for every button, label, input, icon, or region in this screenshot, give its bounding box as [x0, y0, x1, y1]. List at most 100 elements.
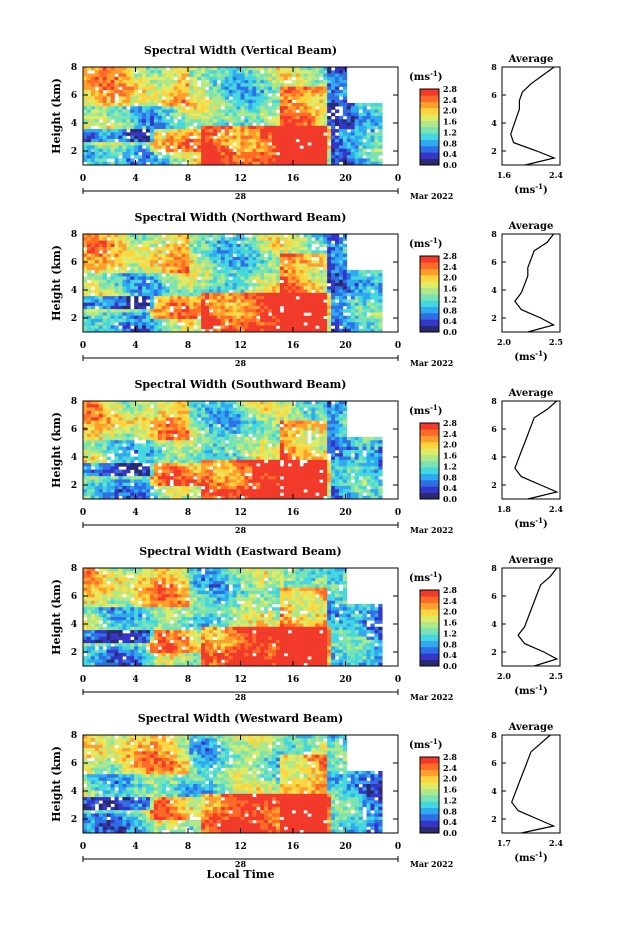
heatmap-cell — [315, 289, 320, 294]
heatmap-cell — [228, 135, 233, 140]
heatmap-cell — [153, 328, 159, 333]
heatmap-cell — [307, 89, 312, 94]
heatmap-cell — [169, 485, 174, 490]
heatmap-cell — [102, 106, 107, 110]
heatmap-cell — [220, 161, 226, 166]
heatmap-cell — [335, 135, 340, 140]
heatmap-cell — [236, 145, 241, 149]
heatmap-cell — [216, 148, 222, 153]
heatmap-cell — [153, 410, 159, 415]
heatmap-cell — [240, 119, 245, 123]
heatmap-cell — [315, 260, 320, 264]
heatmap-cell — [90, 414, 96, 418]
heatmap-cell — [193, 312, 198, 316]
heatmap-cell — [173, 266, 178, 271]
heatmap-cell — [311, 322, 316, 326]
heatmap-cell — [165, 296, 170, 300]
heatmap-cell — [165, 269, 170, 274]
heatmap-cell — [83, 436, 88, 441]
heatmap-cell — [323, 266, 328, 271]
heatmap-cell — [323, 309, 328, 313]
heatmap-cell — [165, 466, 170, 470]
heatmap-cell — [177, 89, 182, 94]
heatmap-cell — [252, 240, 257, 245]
heatmap-cell — [240, 112, 245, 117]
heatmap-cell — [256, 99, 261, 104]
heatmap-cell — [161, 436, 166, 441]
heatmap-cell — [83, 158, 88, 163]
heatmap-cell — [110, 279, 115, 284]
heatmap-cell — [323, 116, 328, 120]
heatmap-cell — [287, 299, 292, 303]
heatmap-cell — [283, 76, 289, 81]
heatmap-cell — [169, 417, 174, 421]
heatmap-cell — [83, 489, 88, 493]
heatmap-cell — [189, 260, 194, 264]
heatmap-cell — [319, 269, 324, 274]
heatmap-cell — [252, 266, 257, 271]
heatmap-cell — [126, 417, 131, 421]
heatmap-cell — [153, 296, 159, 300]
heatmap-cell — [146, 240, 151, 245]
colorbar-unit: (ms-1) — [409, 236, 442, 250]
heatmap-cell — [220, 289, 226, 294]
heatmap-cell — [161, 404, 166, 408]
heatmap-cell — [319, 148, 324, 153]
heatmap-cell — [370, 283, 375, 287]
heatmap-cell — [335, 99, 340, 104]
heatmap-cell — [102, 260, 107, 264]
heatmap-cell — [197, 86, 202, 91]
heatmap-cell — [134, 292, 139, 297]
heatmap-cell — [122, 269, 127, 274]
heatmap-cell — [256, 93, 261, 97]
heatmap-cell — [94, 148, 100, 153]
heatmap-cell — [173, 67, 178, 71]
heatmap-cell — [248, 250, 253, 254]
heatmap-cell — [185, 309, 190, 313]
heatmap-cell — [335, 250, 340, 254]
heatmap-cell — [272, 312, 277, 316]
heatmap-cell — [236, 116, 241, 120]
heatmap-cell — [110, 443, 115, 448]
heatmap-cell — [319, 151, 324, 156]
heatmap-cell — [118, 299, 123, 303]
heatmap-cell — [130, 93, 135, 97]
heatmap-cell — [279, 109, 285, 114]
heatmap-cell — [98, 67, 103, 71]
heatmap-cell — [338, 125, 344, 130]
heatmap-cell — [201, 109, 206, 114]
heatmap-cell — [157, 289, 163, 294]
heatmap-cell — [126, 299, 131, 303]
heatmap-cell — [374, 315, 379, 320]
heatmap-cell — [212, 237, 218, 241]
heatmap-cell — [295, 273, 300, 277]
heatmap-cell — [157, 430, 163, 434]
heatmap-cell — [299, 322, 304, 326]
heatmap-cell — [83, 423, 88, 428]
heatmap-cell — [165, 446, 170, 451]
heatmap-cell — [157, 436, 163, 441]
heatmap-cell — [181, 325, 186, 330]
heatmap-cell — [354, 289, 359, 294]
heatmap-cell — [134, 112, 139, 117]
heatmap-cell — [232, 322, 237, 326]
heatmap-cell — [268, 234, 273, 238]
heatmap-cell — [165, 453, 170, 457]
heatmap-cell — [122, 253, 127, 258]
heatmap-cell — [149, 83, 155, 87]
heatmap-cell — [193, 292, 198, 297]
heatmap-cell — [157, 70, 163, 74]
heatmap-cell — [331, 151, 336, 156]
heatmap-cell — [197, 112, 202, 117]
heatmap-cell — [102, 80, 107, 84]
heatmap-cell — [102, 436, 107, 441]
heatmap-cell — [224, 283, 229, 287]
heatmap-cell — [185, 266, 190, 271]
heatmap-cell — [157, 404, 163, 408]
heatmap-cell — [126, 138, 131, 143]
heatmap-cell — [279, 263, 285, 267]
heatmap-cell — [272, 276, 277, 281]
heatmap-cell — [358, 151, 363, 156]
x-tick-label: 8 — [185, 174, 191, 184]
heatmap-cell — [295, 132, 300, 136]
